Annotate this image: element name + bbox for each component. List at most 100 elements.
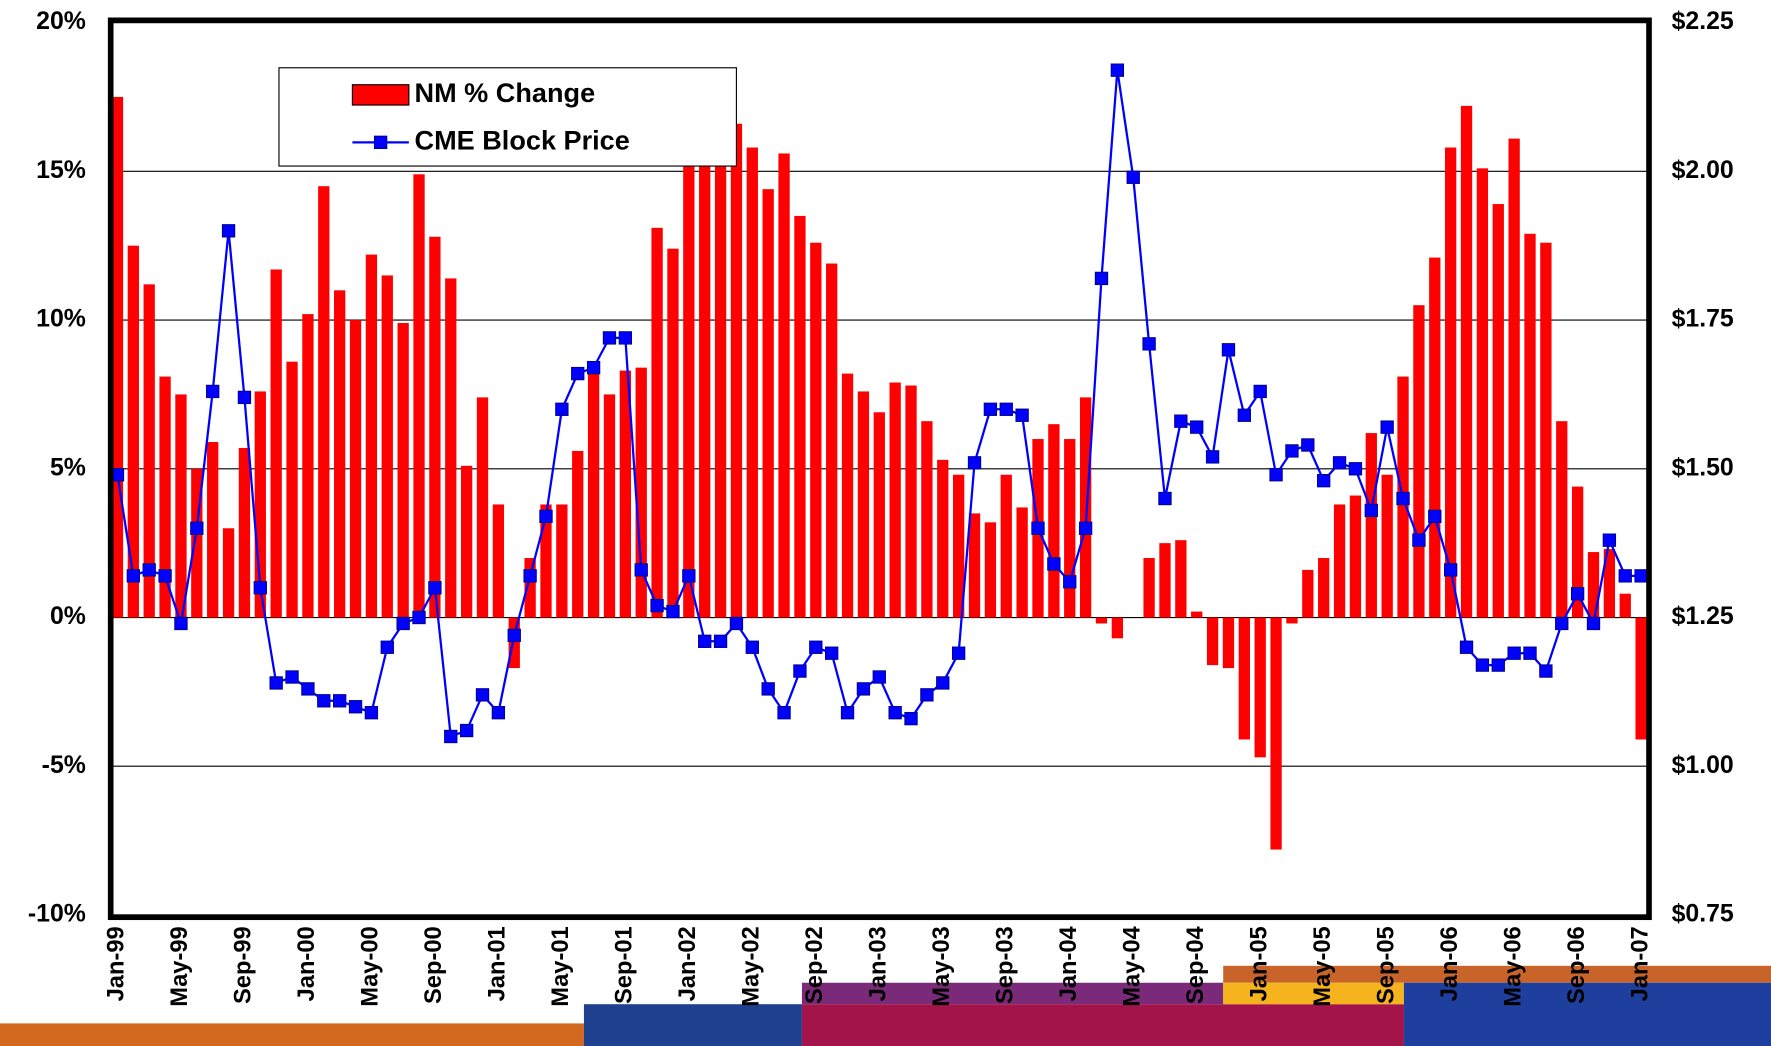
marker <box>809 640 823 654</box>
strip <box>1403 982 1771 1046</box>
marker <box>1380 420 1394 434</box>
bar <box>334 290 346 618</box>
x-tick-label: Sep-05 <box>1373 926 1399 1004</box>
bar <box>476 397 489 618</box>
bar <box>111 96 124 618</box>
bar <box>445 278 457 618</box>
bar <box>238 447 251 618</box>
marker <box>412 610 426 625</box>
marker <box>872 670 886 684</box>
marker <box>729 616 744 631</box>
bar <box>1571 486 1584 618</box>
marker <box>1190 420 1204 434</box>
bar <box>1270 617 1282 850</box>
marker <box>777 706 791 720</box>
bar <box>556 504 568 618</box>
bar <box>318 186 330 618</box>
bar <box>1365 433 1377 618</box>
x-tick-label: Jan-00 <box>294 926 320 1001</box>
marker <box>1253 384 1267 399</box>
marker <box>586 360 601 375</box>
marker <box>332 694 347 708</box>
marker <box>539 509 553 524</box>
marker <box>1174 414 1188 428</box>
bar <box>1540 242 1552 618</box>
x-tick-label: Jan-03 <box>866 926 892 1001</box>
x-tick-label: Jan-06 <box>1437 926 1463 1001</box>
bar <box>905 385 917 618</box>
bar <box>159 376 171 618</box>
y2-tick-label: $2.00 <box>1672 157 1734 184</box>
bar <box>1508 138 1520 618</box>
bar <box>349 320 362 618</box>
x-tick-label: May-03 <box>929 926 955 1006</box>
strip <box>801 1004 1404 1046</box>
bar <box>508 617 520 669</box>
marker <box>475 688 490 702</box>
marker <box>1555 616 1569 631</box>
y2-tick-label: $1.00 <box>1672 752 1734 779</box>
marker <box>1634 569 1648 583</box>
marker <box>1142 337 1156 351</box>
x-tick-label: Jan-01 <box>485 926 511 1001</box>
marker <box>951 646 966 660</box>
y2-tick-label: $0.75 <box>1672 901 1734 928</box>
x-tick-label: Sep-03 <box>993 926 1019 1004</box>
bar <box>1064 439 1076 618</box>
marker <box>1317 474 1331 488</box>
bar <box>1333 504 1346 618</box>
bar <box>730 123 743 618</box>
marker <box>1063 575 1077 589</box>
bar <box>207 442 219 618</box>
marker <box>396 616 410 631</box>
bar <box>429 236 441 618</box>
bar <box>762 189 774 618</box>
legend-marker <box>373 135 388 149</box>
marker <box>190 521 204 535</box>
x-tick-label: May-00 <box>358 926 384 1006</box>
x-tick-label: Jan-02 <box>675 926 701 1001</box>
marker <box>1158 491 1172 506</box>
bar <box>1095 617 1108 624</box>
marker <box>253 581 267 595</box>
marker <box>682 569 696 583</box>
bar <box>1492 204 1504 618</box>
marker <box>1459 640 1474 654</box>
marker <box>1237 408 1251 422</box>
bar <box>1619 593 1631 618</box>
bar <box>460 465 473 618</box>
marker <box>491 706 506 720</box>
y-tick-label: 20% <box>36 8 86 35</box>
x-tick-label: Sep-02 <box>802 926 828 1004</box>
marker <box>936 676 950 690</box>
marker <box>983 402 998 416</box>
bar <box>968 513 981 618</box>
bar <box>873 412 885 618</box>
x-tick-label: May-05 <box>1310 926 1336 1006</box>
marker <box>221 224 236 238</box>
marker <box>1078 521 1093 535</box>
x-tick-label: Jan-04 <box>1056 925 1082 1001</box>
marker <box>1364 503 1378 518</box>
x-tick-label: May-06 <box>1500 926 1526 1006</box>
marker <box>1015 408 1029 422</box>
marker <box>967 456 982 470</box>
bar <box>270 269 282 618</box>
marker <box>285 670 299 684</box>
marker <box>999 402 1013 416</box>
marker <box>571 366 585 381</box>
marker <box>174 616 188 631</box>
bar <box>1048 424 1060 618</box>
bar <box>1445 147 1457 618</box>
bar <box>397 323 409 618</box>
bar <box>984 522 997 618</box>
bar <box>1000 474 1012 618</box>
x-tick-label: Jan-05 <box>1246 926 1272 1001</box>
y2-tick-label: $1.75 <box>1672 306 1734 333</box>
marker <box>793 664 807 678</box>
marker <box>126 569 140 583</box>
legend: NM % Change CME Block Price <box>278 67 737 167</box>
bar <box>857 391 870 618</box>
bar <box>826 263 838 618</box>
